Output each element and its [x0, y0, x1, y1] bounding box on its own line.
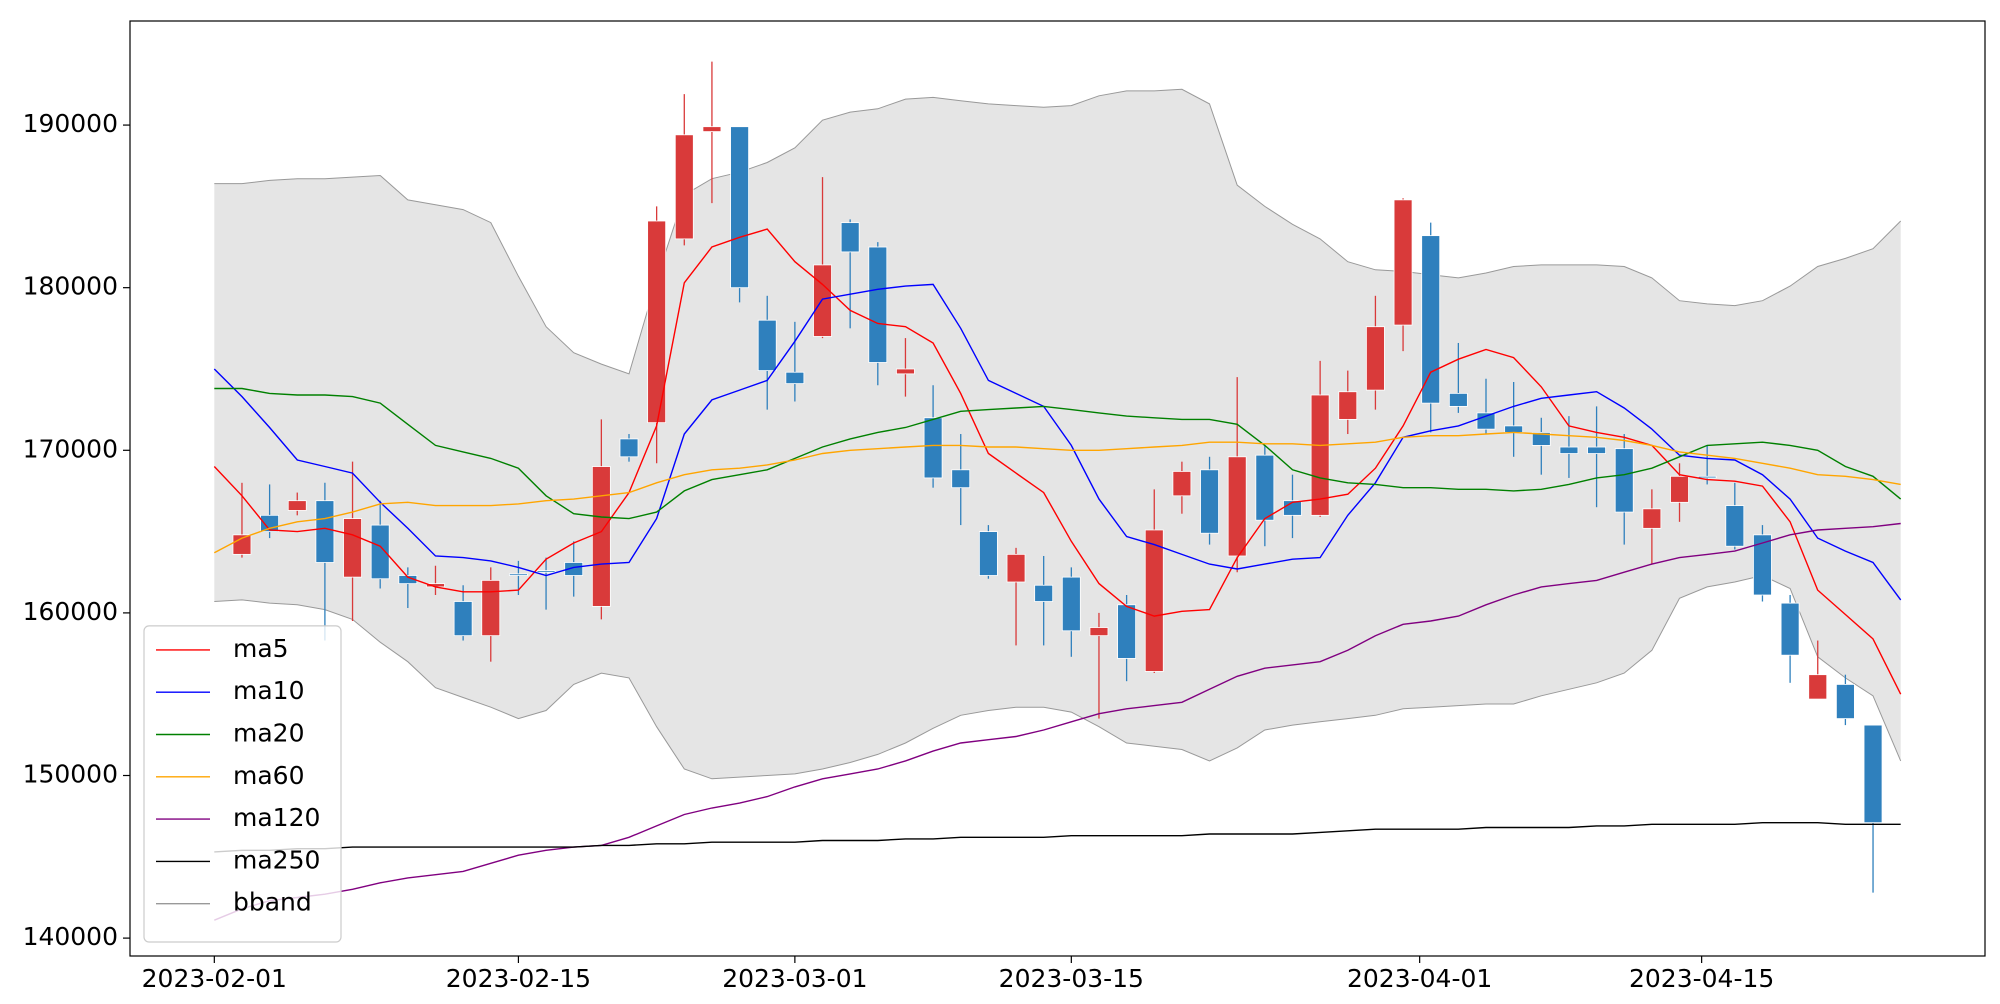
y-tick-label: 170000	[23, 434, 118, 463]
y-tick-label: 150000	[23, 760, 118, 789]
y-tick-label: 180000	[23, 272, 118, 301]
candle-body	[757, 319, 777, 372]
candle-body	[951, 469, 971, 489]
candle-body	[619, 438, 639, 458]
candle-body	[1117, 604, 1137, 659]
legend-label: ma10	[233, 676, 304, 705]
candle-body	[978, 531, 998, 576]
y-tick-label: 140000	[23, 922, 118, 951]
candle-body	[1338, 391, 1358, 420]
legend-label: ma20	[233, 719, 304, 748]
ma-line	[214, 822, 1901, 853]
candle-body	[840, 222, 860, 253]
candle-body	[1172, 471, 1192, 497]
legend-box	[143, 625, 342, 943]
candle-body	[1642, 508, 1662, 529]
y-tick-label: 160000	[23, 597, 118, 626]
ma-line	[213, 228, 1902, 695]
legend: ma5 ma10 ma20 ma60 ma120 ma250 bband	[143, 625, 342, 943]
candle-body	[370, 524, 390, 580]
candle-body	[813, 264, 832, 337]
candle-body	[1255, 454, 1275, 521]
candle-body	[1725, 505, 1745, 547]
candle-body	[1559, 446, 1579, 454]
candle-body	[287, 500, 307, 511]
candle-body	[1448, 392, 1468, 407]
candle-body	[1366, 326, 1385, 391]
candle-body	[1006, 553, 1026, 583]
candle-body	[702, 126, 722, 132]
candle-body	[1200, 469, 1219, 534]
x-tick-label: 2023-03-01	[722, 964, 867, 993]
candle-body	[1808, 674, 1828, 700]
x-tick-label: 2023-04-01	[1347, 964, 1492, 993]
candle-body	[343, 518, 362, 578]
legend-label: ma60	[233, 761, 304, 790]
candle-body	[509, 573, 528, 576]
legend-label: ma250	[233, 845, 320, 874]
candle-body	[1504, 425, 1524, 433]
candle-body	[453, 601, 473, 637]
candle-body	[1421, 235, 1441, 404]
legend-label: bband	[233, 888, 312, 917]
bband-upper	[214, 88, 1902, 375]
ma-line	[214, 522, 1901, 921]
candle-body	[1089, 627, 1109, 637]
candle-body	[674, 134, 694, 240]
candle-body	[1531, 431, 1551, 446]
candle-body	[1835, 684, 1855, 719]
candle-body	[896, 368, 915, 375]
candle-body	[1227, 456, 1247, 557]
candle-body	[591, 466, 611, 607]
candle-body	[1587, 446, 1606, 454]
candle-body	[1614, 448, 1634, 513]
legend-label: ma5	[233, 634, 289, 663]
legend-label: ma120	[233, 803, 320, 832]
bband-lower	[214, 574, 1902, 780]
x-tick-label: 2023-02-15	[446, 964, 591, 993]
candle-body	[1863, 724, 1883, 824]
candle-body	[1034, 584, 1054, 602]
ma-line	[213, 431, 1901, 554]
candle-body	[923, 417, 943, 479]
candle-body	[481, 579, 501, 637]
candle-body	[1476, 412, 1496, 430]
ma-line	[214, 387, 1902, 520]
candle-body	[536, 570, 556, 573]
candle-body	[1310, 394, 1330, 516]
candle-body	[1697, 475, 1717, 479]
candle-body	[785, 371, 805, 385]
candle-body	[1670, 475, 1689, 503]
ma-line	[213, 283, 1902, 601]
candle-body	[1780, 602, 1800, 656]
candle-body	[564, 562, 584, 576]
candle-body	[1753, 534, 1772, 596]
x-tick-label: 2023-02-01	[142, 964, 287, 993]
candle-body	[1144, 529, 1164, 672]
x-tick-label: 2023-04-15	[1629, 964, 1774, 993]
y-tick-label: 190000	[23, 109, 118, 138]
candle-body	[1061, 576, 1081, 632]
candle-body	[1393, 199, 1413, 326]
bband-area	[214, 89, 1901, 779]
candle-body	[868, 246, 888, 363]
candle-body	[730, 126, 749, 289]
plot-frame	[129, 20, 1986, 957]
candle-body	[315, 500, 335, 563]
x-tick-label: 2023-03-15	[999, 964, 1144, 993]
